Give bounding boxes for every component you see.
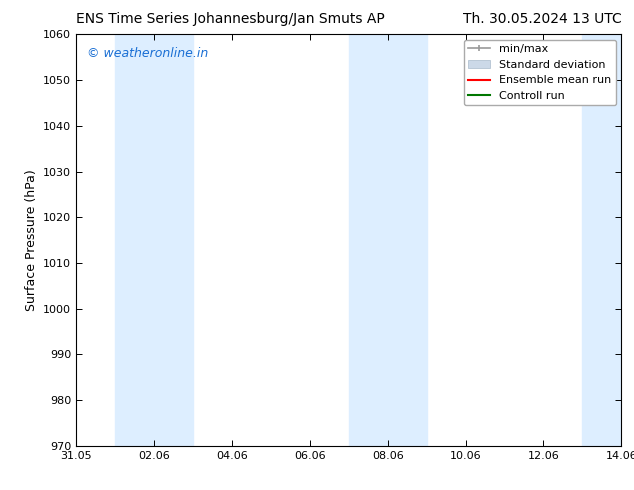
Bar [115, 34, 193, 446]
Y-axis label: Surface Pressure (hPa): Surface Pressure (hPa) [25, 169, 37, 311]
Bar [583, 34, 621, 446]
Legend: min/max, Standard deviation, Ensemble mean run, Controll run: min/max, Standard deviation, Ensemble me… [463, 40, 616, 105]
Text: © weatheronline.in: © weatheronline.in [87, 47, 208, 60]
Bar [349, 34, 427, 446]
Text: Th. 30.05.2024 13 UTC: Th. 30.05.2024 13 UTC [463, 12, 621, 26]
Text: ENS Time Series Johannesburg/Jan Smuts AP: ENS Time Series Johannesburg/Jan Smuts A… [76, 12, 385, 26]
